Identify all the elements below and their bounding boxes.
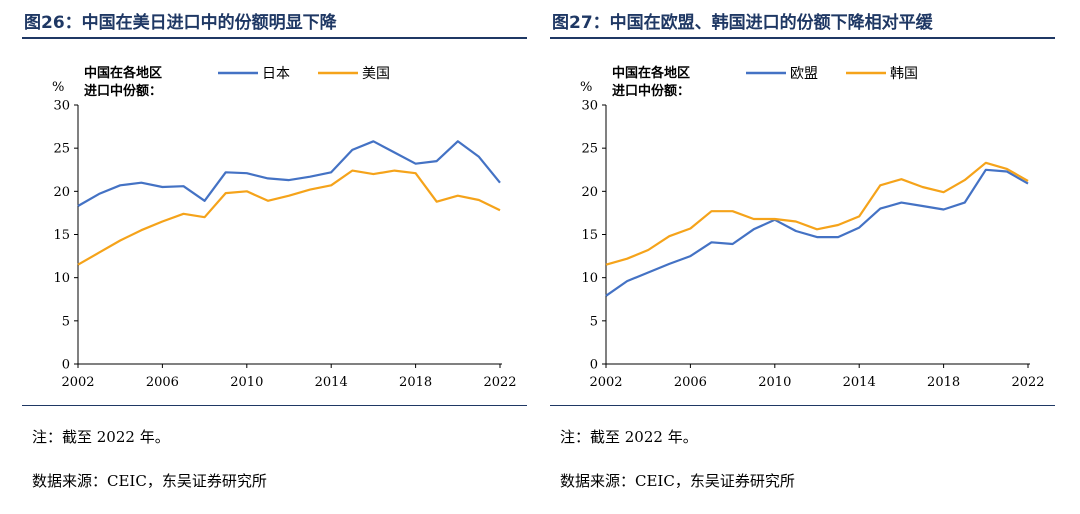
y-tick-label: 5 — [590, 314, 598, 329]
title-rule — [550, 37, 1055, 39]
y-tick-label: 25 — [53, 142, 70, 157]
figure-note: 注：截至 2022 年。 — [560, 428, 698, 446]
y-tick-label: 0 — [62, 358, 70, 373]
figure-source: 数据来源：CEIC，东吴证券研究所 — [32, 472, 267, 490]
series-line-2 — [605, 161, 1029, 266]
x-tick-label: 2010 — [230, 375, 263, 390]
bottom-rule — [550, 405, 1055, 406]
legend-title: 中国在各地区 — [612, 65, 690, 81]
y-tick-label: 0 — [590, 358, 598, 373]
y-tick-label: 25 — [581, 142, 598, 157]
y-axis-unit: % — [52, 80, 64, 95]
figure-title: 图26：中国在美日进口中的份额明显下降 — [24, 13, 337, 33]
x-tick-label: 2014 — [315, 375, 348, 390]
figure-title: 图27：中国在欧盟、韩国进口的份额下降相对平缓 — [552, 13, 933, 33]
legend-label: 美国 — [362, 66, 390, 82]
series-line-2 — [77, 169, 501, 266]
panel-left: 图26：中国在美日进口中的份额明显下降 % 0 5 10 15 20 25 30 2002 200… — [22, 0, 532, 514]
legend-label: 欧盟 — [790, 66, 818, 82]
panel-right: 图27：中国在欧盟、韩国进口的份额下降相对平缓 % 0 5 10 15 20 25 30 200… — [550, 0, 1060, 514]
legend-label: 韩国 — [890, 66, 918, 82]
legend-title: 进口中份额： — [84, 83, 162, 99]
y-tick-label: 5 — [62, 314, 70, 329]
y-tick-label: 15 — [53, 228, 70, 243]
title-rule — [22, 37, 527, 39]
line-chart-japan-us: % 0 5 10 15 20 25 30 2002 2006 2010 2014 2018 2022 中国在… — [52, 65, 517, 390]
x-tick-label: 2006 — [674, 375, 707, 390]
legend-label: 日本 — [262, 66, 290, 82]
x-tick-label: 2010 — [758, 375, 791, 390]
x-tick-label: 2014 — [843, 375, 876, 390]
x-tick-label: 2018 — [927, 375, 960, 390]
bottom-rule — [22, 405, 527, 406]
series-line-1 — [77, 140, 501, 207]
x-tick-label: 2002 — [61, 375, 94, 390]
y-tick-label: 10 — [53, 271, 70, 286]
legend-title: 进口中份额： — [612, 83, 690, 99]
y-tick-label: 20 — [53, 185, 70, 200]
y-axis-unit: % — [580, 80, 592, 95]
figure-note: 注：截至 2022 年。 — [32, 428, 170, 446]
y-tick-label: 30 — [53, 99, 70, 114]
x-tick-label: 2018 — [399, 375, 432, 390]
figure-source: 数据来源：CEIC，东吴证券研究所 — [560, 472, 795, 490]
y-tick-label: 30 — [581, 99, 598, 114]
series-line-1 — [605, 168, 1029, 297]
legend-title: 中国在各地区 — [84, 65, 162, 81]
y-tick-label: 10 — [581, 271, 598, 286]
x-tick-label: 2002 — [589, 375, 622, 390]
x-tick-label: 2006 — [146, 375, 179, 390]
x-tick-label: 2022 — [1011, 375, 1044, 390]
y-tick-label: 20 — [581, 185, 598, 200]
x-tick-label: 2022 — [483, 375, 516, 390]
y-tick-label: 15 — [581, 228, 598, 243]
line-chart-eu-korea: % 0 5 10 15 20 25 30 2002 2006 2010 2014 2018 2022 中国在… — [580, 65, 1045, 390]
